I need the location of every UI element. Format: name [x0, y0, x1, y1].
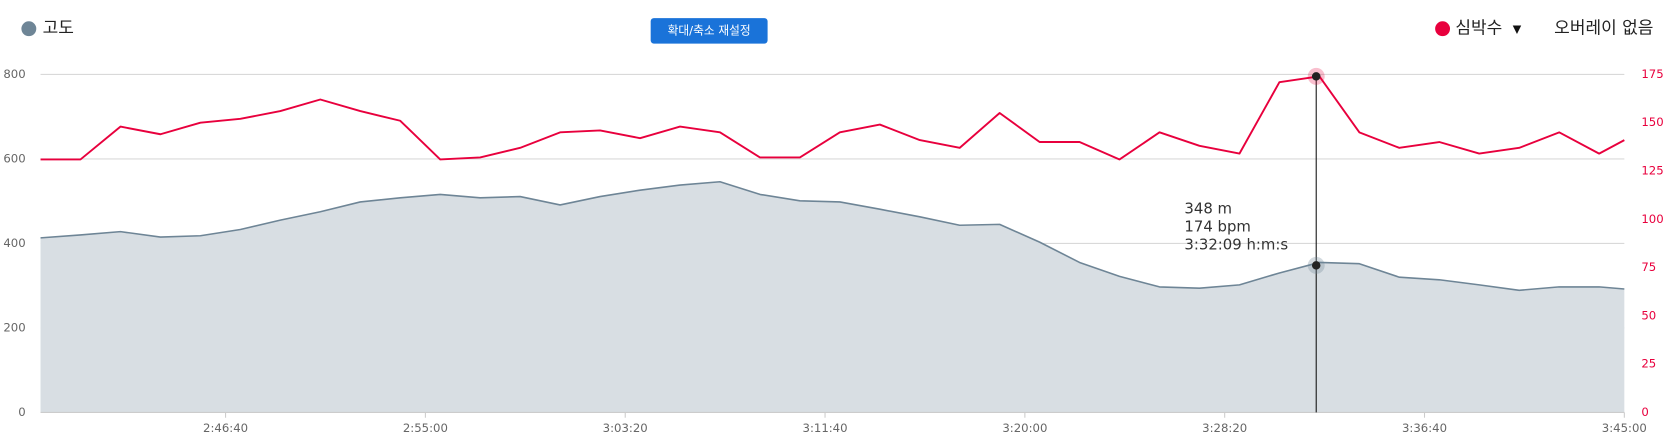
y-tick-label: 400: [3, 236, 25, 250]
tooltip-line: 3:32:09 h:m:s: [1184, 236, 1288, 254]
x-tick-label: 3:20:00: [1002, 421, 1047, 435]
x-tick-label: 3:45:00: [1602, 421, 1647, 435]
y2-tick-label: 175: [1641, 67, 1663, 81]
y-tick-label: 200: [3, 320, 25, 334]
x-tick-label: 3:11:40: [803, 421, 848, 435]
tooltip-line: 348 m: [1184, 199, 1232, 217]
reset-zoom-button[interactable]: [650, 18, 768, 44]
overlay-label[interactable]: 오버레이 없음: [1554, 19, 1653, 39]
x-tick-label: 3:36:40: [1402, 421, 1447, 435]
y-tick-label: 0: [18, 405, 25, 419]
elevation-line: [40, 180, 1625, 292]
y2-tick-label: 50: [1641, 308, 1656, 322]
y2-tick-label: 100: [1641, 212, 1663, 226]
y2-tick-label: 0: [1641, 405, 1648, 419]
x-tick-label: 3:28:20: [1202, 421, 1247, 435]
legend-label[interactable]: 고도: [43, 19, 74, 39]
y2-tick-label: 150: [1641, 115, 1663, 129]
legend-label[interactable]: 심박수: [1455, 19, 1502, 39]
tooltip-line: 174 bpm: [1184, 217, 1251, 235]
x-tick-label: 2:55:00: [403, 421, 448, 435]
y2-tick-label: 75: [1641, 260, 1656, 274]
y-tick-label: 600: [3, 151, 25, 165]
legend-marker[interactable]: [1435, 21, 1451, 37]
x-tick-label: 2:46:40: [203, 421, 248, 435]
area-fill: [40, 181, 1625, 413]
x-tick-label: 3:03:20: [603, 421, 648, 435]
y2-tick-label: 125: [1641, 163, 1663, 177]
heart-rate-line: [40, 75, 1625, 161]
dropdown-arrow[interactable]: [1512, 25, 1522, 35]
reset-zoom-label[interactable]: 확대/축소 재설정: [668, 23, 751, 37]
y-tick-label: 800: [3, 67, 25, 81]
y2-tick-label: 25: [1641, 357, 1656, 371]
legend-marker[interactable]: [21, 21, 37, 37]
hover-point: [1311, 261, 1321, 270]
hover-point: [1311, 72, 1321, 81]
